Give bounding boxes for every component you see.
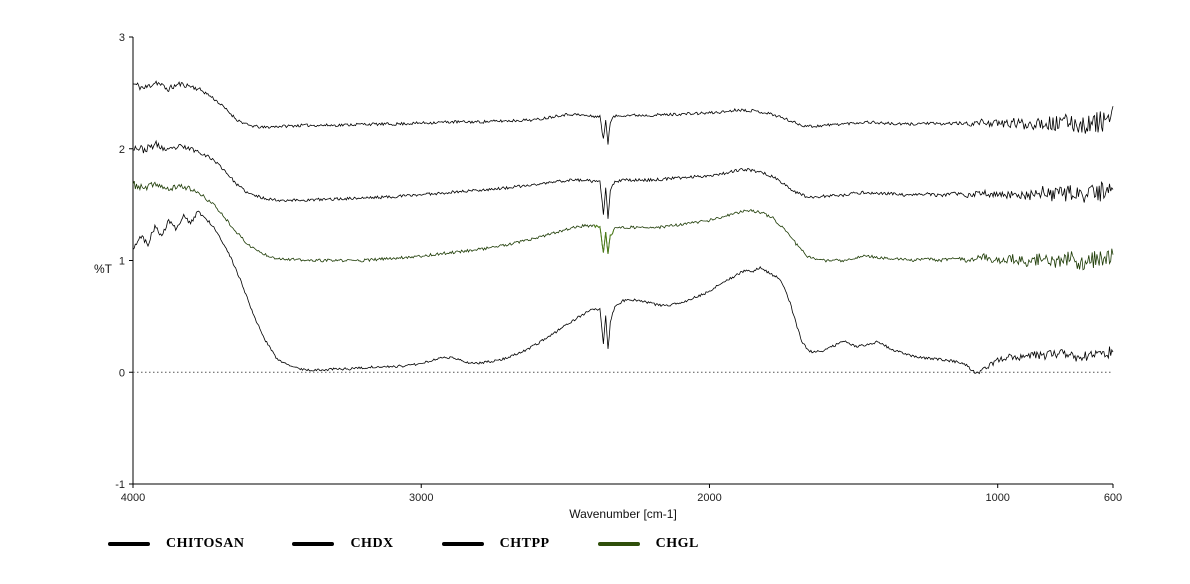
legend-label-chtpp: CHTPP [499,536,550,551]
y-tick-label: -1 [115,479,125,491]
x-tick-label: 4000 [121,492,145,504]
legend-swatch-chtpp [441,542,484,546]
spectrum-trace-chdx [132,139,1114,219]
spectrum-trace-chgl-accent [593,224,615,255]
y-axis-label: %T [94,262,112,276]
x-tick-label: 2000 [697,492,721,504]
legend: CHITOSAN CHDX CHTPP CHGL [108,536,699,552]
legend-item-chitosan: CHITOSAN [108,536,244,552]
x-tick-label: 3000 [409,492,433,504]
legend-swatch-chdx [292,542,335,546]
legend-label-chgl: CHGL [655,536,699,551]
legend-item-chgl: CHGL [597,536,699,552]
legend-label-chitosan: CHITOSAN [166,536,245,551]
y-tick-label: 3 [119,32,125,44]
legend-item-chdx: CHDX [292,536,393,552]
x-tick-label: 600 [1104,492,1122,504]
spectrum-trace-chitosan [132,80,1114,145]
spectrum-trace-chgl [132,180,1114,271]
y-tick-label: 0 [119,367,125,379]
y-tick-label: 2 [119,144,125,156]
legend-swatch-chitosan [108,542,150,546]
x-tick-label: 1000 [985,492,1009,504]
legend-label-chdx: CHDX [350,536,394,551]
y-tick-label: 1 [119,256,125,268]
legend-item-chtpp: CHTPP [441,536,550,552]
spectrum-trace-chtpp [132,210,1114,375]
x-axis-label: Wavenumber [cm-1] [569,507,677,521]
legend-swatch-chgl [597,542,640,546]
